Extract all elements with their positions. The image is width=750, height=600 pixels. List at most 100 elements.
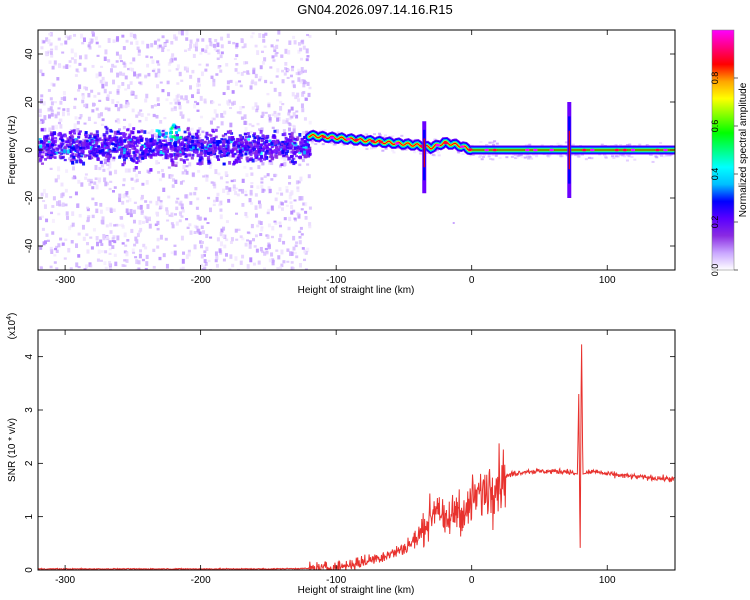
- heatmap-cell: [83, 154, 87, 158]
- heatmap-cell: [261, 161, 265, 166]
- heatmap-cell: [263, 135, 267, 138]
- heatmap-cell: [53, 156, 57, 159]
- heatmap-cell: [54, 247, 58, 251]
- heatmap-cell: [70, 146, 74, 150]
- snr-y-multiplier: (x104): [6, 313, 18, 340]
- heatmap-cell: [155, 148, 159, 152]
- heatmap-cell: [251, 141, 255, 147]
- heatmap-cell: [254, 157, 258, 162]
- heatmap-cell: [128, 123, 132, 127]
- heatmap-cell: [184, 155, 188, 158]
- heatmap-cell: [482, 153, 486, 156]
- heatmap-cell: [103, 261, 107, 266]
- heatmap-cell: [163, 117, 167, 120]
- heatmap-cell: [144, 200, 148, 203]
- heatmap-cell: [95, 138, 99, 142]
- heatmap-cell: [280, 156, 284, 160]
- heatmap-cell: [108, 187, 112, 191]
- x-tick-label: -100: [326, 275, 346, 286]
- heatmap-cell: [92, 103, 96, 106]
- heatmap-cell: [71, 211, 75, 216]
- heatmap-cell: [118, 146, 122, 150]
- heatmap-cell: [244, 193, 248, 197]
- heatmap-cell: [171, 184, 175, 188]
- heatmap-cell: [211, 139, 215, 144]
- heatmap-cell: [189, 147, 193, 151]
- heatmap-cell: [284, 120, 288, 124]
- heatmap-cell: [256, 141, 260, 145]
- heatmap-cell: [224, 135, 228, 141]
- heatmap-cell: [50, 101, 54, 106]
- heatmap-cell: [491, 153, 495, 156]
- heatmap-cell: [189, 192, 193, 196]
- heatmap-cell: [296, 92, 300, 98]
- heatmap-cell: [281, 150, 285, 155]
- heatmap-cell: [273, 87, 277, 92]
- heatmap-cell: [249, 131, 253, 134]
- heatmap-cell: [254, 73, 258, 79]
- heatmap-cell: [99, 202, 103, 207]
- heatmap-cell: [287, 226, 291, 231]
- heatmap-cell: [186, 135, 190, 140]
- heatmap-cell: [133, 243, 137, 247]
- heatmap-cell: [223, 151, 227, 156]
- heatmap-cell: [259, 129, 263, 134]
- heatmap-cell: [44, 137, 48, 142]
- heatmap-cell: [259, 75, 263, 80]
- heatmap-cell: [198, 139, 202, 143]
- heatmap-cell: [303, 150, 307, 155]
- heatmap-cell: [100, 123, 104, 126]
- heatmap-cell: [257, 149, 261, 154]
- heatmap-cell: [299, 70, 303, 75]
- heatmap-cell: [229, 107, 233, 110]
- colorbar-tick-label: 0.2: [710, 216, 720, 229]
- heatmap-cell: [103, 88, 107, 94]
- heatmap-cell: [229, 254, 233, 259]
- heatmap-cell: [59, 237, 63, 241]
- heatmap-cell: [575, 153, 579, 156]
- heatmap-cell: [112, 235, 116, 239]
- heatmap-cell: [282, 260, 286, 264]
- heatmap-cell: [54, 178, 58, 183]
- heatmap-cell: [166, 155, 170, 160]
- heatmap-cell: [57, 107, 61, 110]
- heatmap-cell: [241, 203, 245, 207]
- heatmap-cell: [212, 147, 216, 152]
- heatmap-cell: [198, 133, 202, 136]
- heatmap-cell: [156, 151, 160, 156]
- heatmap-cell: [73, 105, 77, 110]
- heatmap-cell: [156, 227, 160, 231]
- heatmap-cell: [103, 134, 107, 139]
- heatmap-cell: [140, 113, 144, 118]
- heatmap-cell: [137, 205, 141, 210]
- heatmap-cell: [144, 246, 148, 250]
- heatmap-cell: [306, 153, 310, 156]
- heatmap-cell: [667, 153, 671, 156]
- heatmap-cell: [70, 129, 74, 133]
- heatmap-cell: [42, 188, 46, 194]
- heatmap-cell: [85, 233, 89, 237]
- heatmap-cell: [61, 111, 65, 117]
- heatmap-cell: [250, 185, 254, 189]
- heatmap-cell: [244, 127, 248, 132]
- heatmap-cell: [227, 99, 231, 103]
- heatmap-cell: [101, 76, 105, 81]
- heatmap-cell: [87, 44, 91, 48]
- heatmap-cell: [180, 207, 184, 210]
- heatmap-cell: [295, 180, 299, 185]
- heatmap-cell: [181, 141, 185, 144]
- heatmap-cell: [452, 222, 455, 224]
- heatmap-cell: [308, 86, 312, 90]
- heatmap-cell: [145, 140, 149, 144]
- heatmap-cell: [155, 160, 159, 165]
- snr-y-multiplier-base: (x10: [7, 319, 18, 339]
- heatmap-cell: [304, 268, 308, 270]
- heatmap-cell: [173, 244, 177, 247]
- heatmap-cell: [180, 95, 184, 100]
- heatmap-cell: [290, 115, 294, 119]
- heatmap-cell: [42, 101, 46, 106]
- heatmap-cell: [106, 163, 110, 167]
- heatmap-cell: [95, 236, 99, 241]
- heatmap-cell: [143, 130, 147, 134]
- heatmap-cell: [271, 261, 275, 266]
